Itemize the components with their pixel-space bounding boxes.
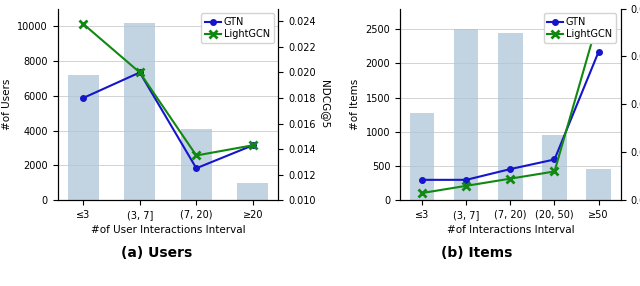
Bar bbox=[454, 29, 478, 200]
Y-axis label: #of Items: #of Items bbox=[350, 79, 360, 130]
Legend: GTN, LightGCN: GTN, LightGCN bbox=[201, 13, 274, 43]
Line: GTN: GTN bbox=[81, 70, 255, 171]
LightGCN bbox=[249, 144, 257, 147]
Text: (a) Users: (a) Users bbox=[121, 247, 193, 260]
Bar bbox=[180, 129, 212, 200]
GTN bbox=[79, 96, 87, 100]
LightGCN bbox=[595, 16, 602, 20]
LightGCN bbox=[550, 170, 558, 173]
Line: GTN: GTN bbox=[419, 49, 602, 183]
Bar bbox=[410, 113, 435, 200]
Text: (b) Items: (b) Items bbox=[441, 247, 513, 260]
X-axis label: #of Interactions Interval: #of Interactions Interval bbox=[447, 225, 574, 235]
LightGCN bbox=[419, 191, 426, 195]
GTN bbox=[193, 166, 200, 170]
GTN bbox=[249, 144, 257, 147]
Bar bbox=[237, 183, 268, 200]
GTN bbox=[506, 167, 514, 171]
Line: LightGCN: LightGCN bbox=[419, 14, 602, 197]
LightGCN bbox=[193, 154, 200, 157]
Y-axis label: NDCG@5: NDCG@5 bbox=[320, 80, 330, 128]
Bar bbox=[542, 134, 566, 200]
GTN bbox=[419, 178, 426, 182]
LightGCN bbox=[136, 71, 143, 74]
GTN bbox=[136, 71, 143, 74]
LightGCN bbox=[79, 22, 87, 26]
X-axis label: #of User Interactions Interval: #of User Interactions Interval bbox=[91, 225, 245, 235]
Line: LightGCN: LightGCN bbox=[79, 20, 257, 159]
GTN bbox=[550, 158, 558, 161]
Bar bbox=[586, 169, 611, 200]
Bar bbox=[68, 75, 99, 200]
Bar bbox=[124, 23, 156, 200]
GTN bbox=[463, 178, 470, 182]
LightGCN bbox=[463, 184, 470, 188]
LightGCN bbox=[506, 177, 514, 180]
Y-axis label: #of Users: #of Users bbox=[2, 79, 12, 130]
Bar bbox=[498, 33, 522, 200]
GTN bbox=[595, 50, 602, 53]
Legend: GTN, LightGCN: GTN, LightGCN bbox=[543, 13, 616, 43]
